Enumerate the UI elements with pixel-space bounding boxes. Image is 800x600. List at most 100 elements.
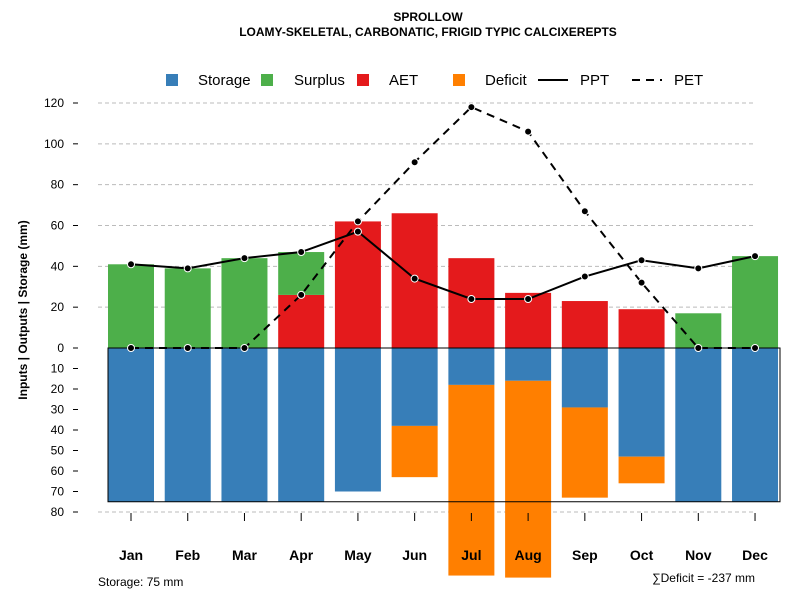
aet-bar-may bbox=[334, 221, 381, 348]
storage-bar-feb bbox=[164, 348, 211, 502]
y-tick-label-bottom-30: 30 bbox=[51, 403, 65, 417]
legend-swatch-storage bbox=[166, 74, 178, 86]
y-tick-label-bottom-40: 40 bbox=[51, 423, 65, 437]
ppt-point-aug bbox=[524, 295, 533, 303]
chart-title: SPROLLOW bbox=[393, 10, 463, 24]
pet-point-sep bbox=[580, 207, 589, 216]
series-lines bbox=[127, 103, 760, 352]
y-axis-label: Inputs | Outputs | Storage (mm) bbox=[16, 220, 30, 399]
surplus-bar-feb bbox=[164, 268, 211, 348]
legend-label-pet: PET bbox=[674, 72, 703, 89]
bars bbox=[108, 213, 779, 578]
y-tick-label-top-60: 60 bbox=[51, 219, 65, 233]
ppt-point-may bbox=[353, 227, 362, 236]
pet-point-mar bbox=[240, 344, 249, 352]
surplus-bar-mar bbox=[221, 258, 268, 348]
pet-line bbox=[131, 105, 756, 349]
x-tick-label-feb: Feb bbox=[175, 547, 200, 563]
ppt-point-nov bbox=[694, 264, 703, 273]
legend-label-ppt: PPT bbox=[580, 72, 609, 89]
grid-lines bbox=[98, 102, 755, 513]
ppt-point-jun bbox=[410, 274, 419, 283]
y-tick-label-bottom-10: 10 bbox=[51, 362, 65, 376]
storage-bar-nov bbox=[675, 348, 722, 502]
pet-point-aug bbox=[524, 127, 533, 136]
y-tick-label-bottom-70: 70 bbox=[51, 485, 65, 499]
surplus-bar-dec bbox=[732, 256, 779, 348]
y-tick-label-top-100: 100 bbox=[44, 137, 64, 151]
y-tick-label-top-80: 80 bbox=[51, 178, 65, 192]
x-tick-label-oct: Oct bbox=[630, 547, 654, 563]
x-tick-label-aug: Aug bbox=[515, 547, 542, 563]
x-axis-labels: Jan Feb Mar Apr May Jun Jul Aug Sep Oct Nov Dec bbox=[119, 513, 768, 563]
pet-point-jan bbox=[127, 344, 135, 352]
aet-bar-apr bbox=[278, 294, 325, 348]
x-tick-label-sep: Sep bbox=[572, 547, 598, 563]
legend-label-aet: AET bbox=[389, 72, 418, 89]
pet-point-may bbox=[353, 217, 362, 226]
legend-swatch-surplus bbox=[261, 74, 273, 86]
y-tick-label-bottom-20: 20 bbox=[51, 382, 65, 396]
deficit-bar-aug bbox=[505, 380, 552, 578]
aet-bar-sep bbox=[561, 301, 608, 348]
x-tick-label-apr: Apr bbox=[289, 547, 314, 563]
x-tick-label-jul: Jul bbox=[461, 547, 481, 563]
pet-point-jun bbox=[410, 158, 419, 167]
ppt-point-jul bbox=[467, 295, 476, 303]
aet-bar-oct bbox=[618, 309, 665, 348]
deficit-bar-jul bbox=[448, 384, 495, 576]
x-tick-label-jun: Jun bbox=[402, 547, 427, 563]
storage-bar-jan bbox=[108, 348, 154, 502]
storage-note: Storage: 75 mm bbox=[98, 575, 183, 589]
ppt-point-dec bbox=[751, 252, 760, 261]
storage-bar-aug bbox=[505, 348, 552, 381]
pet-point-oct bbox=[637, 278, 646, 287]
pet-point-jul bbox=[467, 103, 476, 112]
x-tick-label-jan: Jan bbox=[119, 547, 143, 563]
legend-label-storage: Storage bbox=[198, 72, 251, 89]
storage-bar-dec bbox=[732, 348, 779, 502]
storage-bar-may bbox=[334, 348, 381, 492]
pet-point-feb bbox=[183, 344, 192, 352]
x-tick-label-dec: Dec bbox=[742, 547, 768, 563]
legend-label-surplus: Surplus bbox=[294, 72, 345, 89]
y-tick-label-bottom-60: 60 bbox=[51, 464, 65, 478]
x-tick-label-mar: Mar bbox=[232, 547, 257, 563]
storage-bar-jun bbox=[391, 348, 438, 426]
pet-point-apr bbox=[297, 290, 306, 299]
deficit-bar-jun bbox=[391, 425, 438, 478]
pet-point-dec bbox=[751, 344, 760, 352]
pet-point-nov bbox=[694, 344, 703, 352]
legend-swatch-aet bbox=[357, 74, 369, 86]
y-tick-label-top-40: 40 bbox=[51, 259, 65, 273]
ppt-point-jan bbox=[127, 260, 135, 269]
y-tick-label-bottom-50: 50 bbox=[51, 444, 65, 458]
axes: 0 20 40 60 80 100 120 10 20 30 40 50 60 70 80 bbox=[44, 96, 781, 519]
aet-bar-jul bbox=[448, 258, 495, 348]
storage-bar-apr bbox=[278, 348, 325, 502]
chart-subtitle: LOAMY-SKELETAL, CARBONATIC, FRIGID TYPIC… bbox=[239, 25, 617, 39]
deficit-note: ∑Deficit = -237 mm bbox=[652, 571, 755, 585]
ppt-point-oct bbox=[637, 256, 646, 265]
legend-label-deficit: Deficit bbox=[485, 72, 528, 89]
ppt-point-feb bbox=[183, 264, 192, 273]
x-tick-label-nov: Nov bbox=[685, 547, 712, 563]
ppt-line bbox=[130, 230, 756, 300]
deficit-bar-oct bbox=[618, 456, 665, 484]
ppt-point-apr bbox=[297, 248, 306, 257]
y-tick-label-top-120: 120 bbox=[44, 96, 64, 110]
deficit-bar-sep bbox=[561, 407, 608, 498]
storage-bar-oct bbox=[618, 348, 665, 457]
y-tick-label-top-20: 20 bbox=[51, 300, 65, 314]
ppt-point-sep bbox=[580, 272, 589, 281]
y-tick-label-top-0: 0 bbox=[57, 341, 64, 355]
storage-bar-mar bbox=[221, 348, 268, 502]
storage-bar-jul bbox=[448, 348, 495, 385]
y-tick-label-bottom-80: 80 bbox=[51, 505, 65, 519]
x-tick-label-may: May bbox=[344, 547, 371, 563]
storage-bar-sep bbox=[561, 348, 608, 408]
legend: Storage Surplus AET Deficit PPT PET bbox=[166, 72, 703, 89]
legend-swatch-deficit bbox=[453, 74, 465, 86]
ppt-point-mar bbox=[240, 254, 249, 263]
